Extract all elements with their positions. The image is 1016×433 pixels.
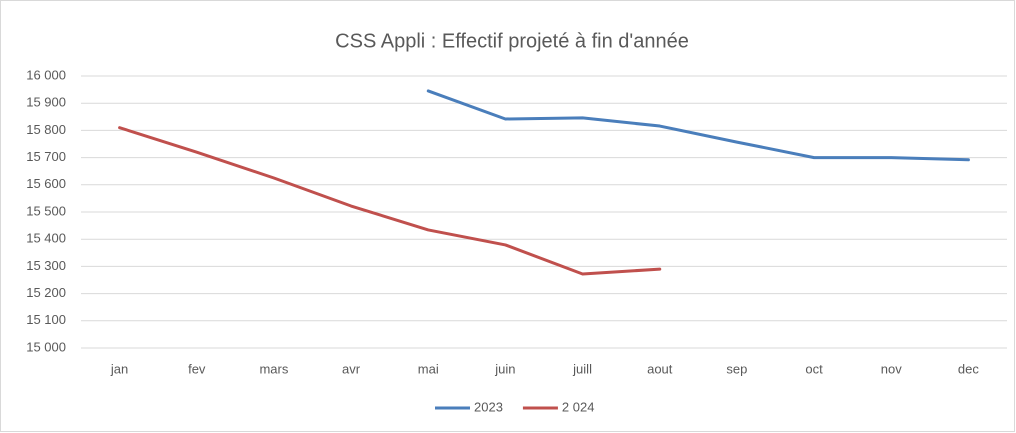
y-tick-label: 15 900	[26, 95, 66, 110]
series-line	[426, 89, 970, 162]
y-tick-label: 15 100	[26, 312, 66, 327]
x-tick-label: fev	[188, 361, 206, 376]
x-tick-label: juill	[572, 361, 592, 376]
x-tick-label: jan	[110, 361, 128, 376]
x-tick-label: mars	[259, 361, 288, 376]
x-tick-label: nov	[881, 361, 902, 376]
legend-label: 2 024	[562, 399, 595, 414]
y-tick-label: 15 600	[26, 176, 66, 191]
x-tick-label: oct	[805, 361, 823, 376]
y-tick-label: 15 200	[26, 285, 66, 300]
y-tick-label: 15 500	[26, 203, 66, 218]
x-tick-label: juin	[494, 361, 515, 376]
y-tick-label: 15 700	[26, 149, 66, 164]
x-tick-label: avr	[342, 361, 361, 376]
y-tick-label: 15 300	[26, 258, 66, 273]
x-tick-label: dec	[958, 361, 979, 376]
y-tick-label: 15 000	[26, 339, 66, 354]
x-tick-label: aout	[647, 361, 673, 376]
series-line	[118, 126, 662, 276]
y-tick-label: 15 400	[26, 231, 66, 246]
x-tick-label: mai	[418, 361, 439, 376]
y-tick-label: 15 800	[26, 122, 66, 137]
chart-title: CSS Appli : Effectif projeté à fin d'ann…	[335, 30, 689, 52]
x-tick-label: sep	[726, 361, 747, 376]
legend-label: 2023	[474, 399, 503, 414]
y-tick-label: 16 000	[26, 67, 66, 82]
